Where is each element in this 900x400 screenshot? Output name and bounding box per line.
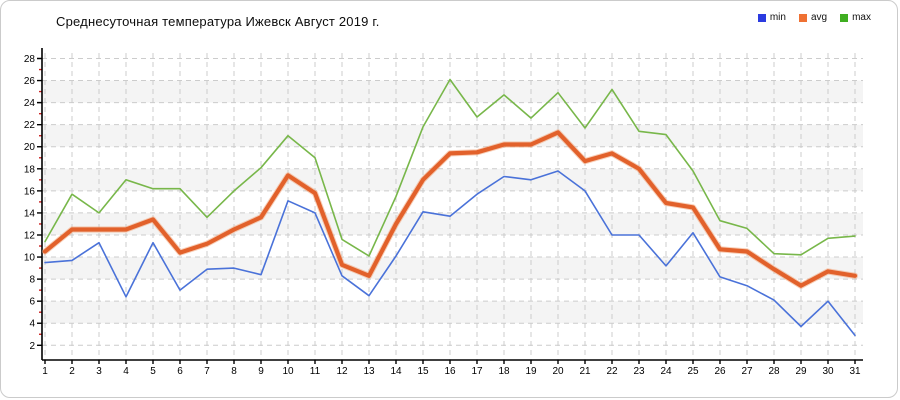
y-tick-label-14: 14 xyxy=(24,208,36,219)
y-tick-label-22: 22 xyxy=(24,120,36,131)
page-title: Среднесуточная температура Ижевск Август… xyxy=(56,14,380,29)
x-tick-label-2: 2 xyxy=(69,366,75,377)
x-tick-label-31: 31 xyxy=(849,366,861,377)
avg-series-swatch-icon xyxy=(798,13,807,22)
legend-label-avg: avg xyxy=(810,12,828,23)
avg-series-line xyxy=(42,130,858,288)
x-tick-label-13: 13 xyxy=(363,366,375,377)
y-tick-label-26: 26 xyxy=(24,76,36,87)
x-tick-label-16: 16 xyxy=(444,366,456,377)
y-tick-label-10: 10 xyxy=(24,253,36,264)
x-tick-label-14: 14 xyxy=(390,366,402,377)
legend-label-min: min xyxy=(769,12,786,23)
y-tick-label-16: 16 xyxy=(24,186,36,197)
band-12 xyxy=(42,212,863,235)
x-tick-label-4: 4 xyxy=(123,366,129,377)
band-20 xyxy=(42,124,863,147)
x-tick-label-23: 23 xyxy=(633,366,645,377)
x-tick-label-18: 18 xyxy=(498,366,510,377)
y-tick-label-8: 8 xyxy=(29,275,35,286)
band-4 xyxy=(42,301,863,324)
y-tick-label-12: 12 xyxy=(24,230,36,241)
x-tick-label-30: 30 xyxy=(822,366,834,377)
x-tick-label-1: 1 xyxy=(42,366,48,377)
legend: min avg max xyxy=(757,12,871,23)
x-tick-label-6: 6 xyxy=(177,366,183,377)
legend-item-min: min xyxy=(757,12,786,23)
y-tick-label-28: 28 xyxy=(24,54,36,65)
y-tick-label-2: 2 xyxy=(29,341,35,352)
x-tick-label-24: 24 xyxy=(660,366,672,377)
x-tick-label-12: 12 xyxy=(336,366,348,377)
x-tick-label-21: 21 xyxy=(579,366,591,377)
x-tick-label-20: 20 xyxy=(552,366,564,377)
x-tick-label-7: 7 xyxy=(204,366,210,377)
x-tick-label-9: 9 xyxy=(258,366,264,377)
x-tick-label-5: 5 xyxy=(150,366,156,377)
x-tick-label-3: 3 xyxy=(96,366,102,377)
x-tick-label-17: 17 xyxy=(471,366,483,377)
legend-label-max: max xyxy=(852,12,871,23)
max-series-swatch-icon xyxy=(840,13,849,22)
x-tick-label-29: 29 xyxy=(795,366,807,377)
x-tick-label-26: 26 xyxy=(714,366,726,377)
band-16 xyxy=(42,168,863,191)
x-tick-label-10: 10 xyxy=(282,366,294,377)
min-series-swatch-icon xyxy=(757,13,766,22)
band-24 xyxy=(42,80,863,103)
x-tick-label-25: 25 xyxy=(687,366,699,377)
y-tick-label-24: 24 xyxy=(24,98,36,109)
legend-item-avg: avg xyxy=(798,12,828,23)
x-tick-label-22: 22 xyxy=(606,366,618,377)
band-8 xyxy=(42,257,863,280)
max-series-line xyxy=(44,78,856,257)
x-tick-label-15: 15 xyxy=(417,366,429,377)
min-series-line xyxy=(44,170,856,337)
x-tick-label-27: 27 xyxy=(741,366,753,377)
y-tick-label-6: 6 xyxy=(29,297,35,308)
legend-item-max: max xyxy=(840,12,871,23)
y-tick-label-20: 20 xyxy=(24,142,36,153)
x-tick-label-19: 19 xyxy=(525,366,537,377)
y-tick-label-18: 18 xyxy=(24,164,36,175)
y-tick-label-4: 4 xyxy=(29,319,35,330)
x-tick-label-11: 11 xyxy=(310,366,321,377)
x-tick-label-8: 8 xyxy=(231,366,237,377)
x-tick-label-28: 28 xyxy=(768,366,780,377)
